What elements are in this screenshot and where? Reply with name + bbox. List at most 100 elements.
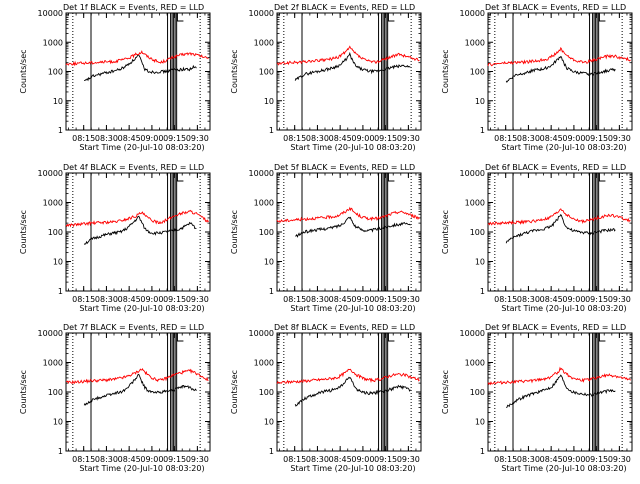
bracket-mark xyxy=(176,173,184,182)
y-tick-label: 10000 xyxy=(460,9,485,18)
y-axis-label: Counts/sec xyxy=(19,370,28,414)
x-tick-label: 09:30 xyxy=(186,295,209,304)
x-axis-label: Start Time (20-Jul-10 08:03:20) xyxy=(290,464,415,473)
x-tick-label: 09:15 xyxy=(585,134,608,143)
x-tick-label: 09:00 xyxy=(562,295,585,304)
x-tick-label: 09:30 xyxy=(608,455,631,464)
x-tick-label: 09:30 xyxy=(397,134,420,143)
y-tick-label: 100 xyxy=(470,388,485,397)
x-tick-label: 09:00 xyxy=(140,455,163,464)
x-tick-label: 08:15 xyxy=(494,455,517,464)
y-tick-label: 1000 xyxy=(43,199,63,208)
events-series-line xyxy=(294,51,411,81)
x-axis-label: Start Time (20-Jul-10 08:03:20) xyxy=(501,464,626,473)
x-tick-label: 09:15 xyxy=(374,134,397,143)
x-tick-label: 08:45 xyxy=(329,134,352,143)
x-tick-label: 08:45 xyxy=(329,455,352,464)
x-tick-label: 08:30 xyxy=(517,455,540,464)
x-tick-label: 09:00 xyxy=(140,295,163,304)
plot-frame xyxy=(65,332,211,452)
x-tick-label: 09:30 xyxy=(186,134,209,143)
y-tick-label: 10 xyxy=(264,97,274,106)
x-tick-label: 09:15 xyxy=(585,455,608,464)
plot-frame xyxy=(276,12,422,131)
y-tick-label: 1000 xyxy=(43,38,63,47)
x-tick-label: 08:30 xyxy=(95,455,118,464)
x-tick-label: 08:30 xyxy=(306,134,329,143)
x-tick-label: 09:15 xyxy=(374,295,397,304)
events-series-line xyxy=(83,373,197,406)
plot-frame xyxy=(276,172,422,292)
x-tick-label: 09:30 xyxy=(186,455,209,464)
y-tick-label: 1 xyxy=(58,447,63,456)
lld-series-line xyxy=(65,368,209,385)
y-tick-label: 10 xyxy=(264,258,274,267)
x-axis-label: Start Time (20-Jul-10 08:03:20) xyxy=(501,304,626,313)
y-tick-label: 10 xyxy=(53,258,63,267)
x-tick-label: 08:45 xyxy=(540,295,563,304)
chart-panel-4: Det 4f BLACK = Events, RED = LLD Counts/s… xyxy=(19,163,211,313)
y-tick-label: 100 xyxy=(48,388,63,397)
x-tick-label: 09:30 xyxy=(397,295,420,304)
y-tick-label: 10 xyxy=(53,418,63,427)
chart-title: Det 3f BLACK = Events, RED = LLD xyxy=(485,3,626,12)
bracket-mark xyxy=(387,333,395,342)
x-tick-label: 09:00 xyxy=(562,455,585,464)
y-tick-label: 10 xyxy=(264,418,274,427)
lld-series-line xyxy=(276,368,420,385)
events-series-line xyxy=(83,215,197,245)
x-tick-label: 08:45 xyxy=(118,134,141,143)
x-tick-label: 09:15 xyxy=(585,295,608,304)
chart-panel-6: Det 6f BLACK = Events, RED = LLD Counts/s… xyxy=(441,163,633,313)
y-tick-label: 10000 xyxy=(249,169,274,178)
y-tick-label: 100 xyxy=(470,68,485,77)
x-tick-label: 09:00 xyxy=(351,295,374,304)
bracket-mark xyxy=(598,13,606,22)
x-tick-label: 08:15 xyxy=(494,134,517,143)
chart-panel-1: Det 1f BLACK = Events, RED = LLD Counts/s… xyxy=(19,3,211,152)
lld-series-line xyxy=(276,45,420,66)
y-tick-label: 1000 xyxy=(254,199,274,208)
x-tick-label: 08:45 xyxy=(118,295,141,304)
x-tick-label: 08:15 xyxy=(494,295,517,304)
y-tick-label: 1 xyxy=(58,287,63,296)
chart-title: Det 9f BLACK = Events, RED = LLD xyxy=(485,323,626,332)
bracket-mark xyxy=(387,13,395,22)
chart-panel-8: Det 8f BLACK = Events, RED = LLD Counts/s… xyxy=(230,323,422,473)
chart-panel-5: Det 5f BLACK = Events, RED = LLD Counts/s… xyxy=(230,163,422,313)
y-axis-label: Counts/sec xyxy=(441,210,450,254)
events-series-line xyxy=(84,54,197,82)
y-axis-label: Counts/sec xyxy=(19,210,28,254)
x-tick-label: 09:15 xyxy=(163,134,186,143)
bracket-mark xyxy=(176,333,184,342)
x-tick-label: 08:30 xyxy=(306,455,329,464)
y-tick-label: 1 xyxy=(58,126,63,135)
x-tick-label: 08:15 xyxy=(283,134,306,143)
x-tick-label: 08:15 xyxy=(72,134,95,143)
x-tick-label: 08:15 xyxy=(72,295,95,304)
x-tick-label: 09:15 xyxy=(374,455,397,464)
y-tick-label: 1000 xyxy=(43,359,63,368)
chart-title: Det 7f BLACK = Events, RED = LLD xyxy=(63,323,204,332)
x-tick-label: 08:15 xyxy=(283,455,306,464)
y-tick-label: 10000 xyxy=(249,9,274,18)
y-tick-label: 10000 xyxy=(38,329,63,338)
x-tick-label: 08:45 xyxy=(329,295,352,304)
y-tick-label: 10 xyxy=(475,97,485,106)
events-series-line xyxy=(295,216,411,238)
x-tick-label: 08:45 xyxy=(540,134,563,143)
x-tick-label: 09:30 xyxy=(397,455,420,464)
y-tick-label: 10000 xyxy=(460,169,485,178)
x-tick-label: 09:30 xyxy=(608,134,631,143)
chart-title: Det 5f BLACK = Events, RED = LLD xyxy=(274,163,415,172)
y-tick-label: 100 xyxy=(259,68,274,77)
chart-panel-9: Det 9f BLACK = Events, RED = LLD Counts/s… xyxy=(441,323,633,473)
y-tick-label: 1000 xyxy=(465,199,485,208)
x-tick-label: 08:45 xyxy=(118,455,141,464)
x-tick-label: 09:00 xyxy=(140,134,163,143)
lld-series-line xyxy=(487,46,631,67)
plot-frame xyxy=(65,172,211,292)
x-tick-label: 08:30 xyxy=(517,134,540,143)
y-tick-label: 1000 xyxy=(465,38,485,47)
